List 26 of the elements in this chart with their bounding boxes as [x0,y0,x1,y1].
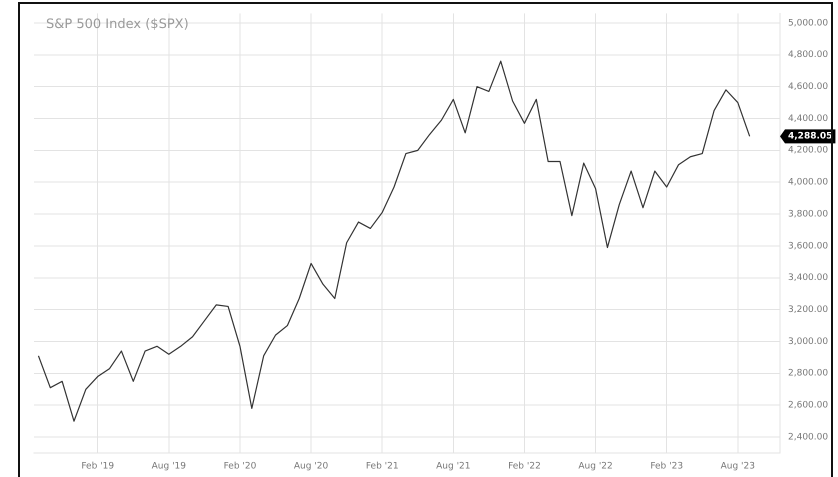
y-tick-label: 2,600.00 [788,400,828,411]
x-tick-label: Aug '20 [294,462,329,472]
y-tick-label: 3,800.00 [788,209,828,220]
y-tick-label: 3,000.00 [788,336,828,347]
x-tick-label: Feb '23 [650,462,684,472]
y-tick-label: 4,000.00 [788,178,828,188]
x-tick-label: Aug '19 [152,462,186,472]
x-tick-label: Feb '21 [366,462,399,472]
x-tick-label: Feb '20 [224,462,257,472]
text: 4,288.05 [788,132,832,142]
y-tick-label: 4,600.00 [788,82,828,92]
x-tick-label: Aug '23 [720,462,755,472]
y-tick-label: 3,200.00 [788,304,828,315]
y-tick-label: 4,800.00 [788,50,828,60]
y-tick-label: 3,600.00 [788,241,828,252]
x-tick-label: Aug '21 [436,462,471,472]
y-tick-label: 2,400.00 [788,432,828,442]
y-tick-label: 4,400.00 [788,114,828,124]
x-tick-label: Aug '22 [578,462,613,472]
y-tick-label: 4,200.00 [788,146,828,156]
x-tick-label: Feb '19 [81,462,114,472]
y-tick-label: 2,800.00 [788,368,828,379]
chart-title: S&P 500 Index ($SPX) [46,17,189,32]
y-tick-label: 5,000.00 [788,18,828,28]
x-tick-label: Feb '22 [508,462,541,472]
y-tick-label: 3,400.00 [788,273,828,284]
